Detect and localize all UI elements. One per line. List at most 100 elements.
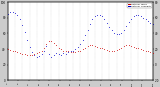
- Point: [152, 52, 154, 54]
- Point: [149, 22, 152, 23]
- Point: [130, 18, 132, 19]
- Point: [84, 34, 86, 36]
- Point: [7, 48, 9, 50]
- Point: [135, 15, 137, 16]
- Point: [11, 11, 14, 12]
- Point: [14, 12, 16, 14]
- Point: [96, 14, 99, 15]
- Legend: Outdoor Temp, Outdoor Humidity: Outdoor Temp, Outdoor Humidity: [127, 3, 152, 8]
- Point: [77, 46, 79, 47]
- Point: [77, 51, 79, 52]
- Point: [125, 25, 128, 26]
- Point: [36, 52, 38, 54]
- Point: [23, 31, 26, 33]
- Point: [81, 48, 84, 50]
- Point: [28, 46, 31, 47]
- Point: [50, 56, 53, 58]
- Point: [55, 44, 57, 46]
- Point: [26, 39, 28, 40]
- Point: [52, 55, 55, 56]
- Point: [9, 12, 12, 13]
- Point: [132, 16, 135, 17]
- Point: [55, 52, 57, 54]
- Point: [81, 39, 84, 40]
- Point: [57, 47, 60, 48]
- Point: [113, 32, 116, 33]
- Point: [125, 44, 128, 46]
- Point: [89, 44, 91, 46]
- Point: [89, 23, 91, 25]
- Point: [137, 48, 140, 49]
- Point: [118, 34, 120, 35]
- Point: [26, 54, 28, 55]
- Point: [108, 50, 111, 51]
- Point: [48, 41, 50, 42]
- Point: [86, 45, 89, 47]
- Point: [57, 53, 60, 54]
- Point: [152, 23, 154, 25]
- Point: [14, 51, 16, 52]
- Point: [38, 55, 40, 57]
- Point: [108, 27, 111, 28]
- Point: [16, 52, 19, 53]
- Point: [101, 48, 103, 49]
- Point: [60, 48, 62, 50]
- Point: [132, 46, 135, 47]
- Point: [69, 51, 72, 52]
- Point: [144, 19, 147, 20]
- Point: [23, 53, 26, 54]
- Point: [96, 46, 99, 47]
- Point: [28, 54, 31, 55]
- Point: [127, 21, 130, 22]
- Point: [79, 50, 82, 51]
- Point: [120, 47, 123, 48]
- Point: [33, 53, 36, 54]
- Point: [103, 19, 106, 20]
- Point: [123, 29, 125, 30]
- Point: [48, 53, 50, 54]
- Point: [110, 30, 113, 31]
- Point: [123, 45, 125, 47]
- Point: [91, 44, 94, 46]
- Point: [98, 47, 101, 48]
- Point: [62, 50, 65, 51]
- Point: [98, 14, 101, 15]
- Point: [127, 44, 130, 46]
- Point: [21, 53, 24, 54]
- Point: [40, 50, 43, 51]
- Point: [115, 34, 118, 35]
- Point: [67, 51, 69, 52]
- Point: [144, 50, 147, 51]
- Point: [140, 16, 142, 17]
- Point: [69, 52, 72, 53]
- Point: [72, 50, 74, 51]
- Point: [64, 53, 67, 54]
- Point: [130, 45, 132, 47]
- Point: [45, 45, 48, 47]
- Point: [43, 50, 45, 51]
- Point: [140, 48, 142, 50]
- Point: [21, 24, 24, 26]
- Point: [115, 49, 118, 51]
- Point: [84, 47, 86, 48]
- Point: [9, 49, 12, 51]
- Point: [72, 52, 74, 53]
- Point: [91, 19, 94, 20]
- Point: [11, 50, 14, 51]
- Point: [60, 54, 62, 55]
- Point: [110, 50, 113, 51]
- Point: [50, 41, 53, 42]
- Point: [113, 50, 116, 51]
- Point: [67, 52, 69, 53]
- Point: [106, 23, 108, 24]
- Point: [19, 19, 21, 20]
- Point: [33, 55, 36, 56]
- Point: [31, 54, 33, 55]
- Point: [31, 52, 33, 53]
- Point: [62, 52, 65, 54]
- Point: [149, 52, 152, 53]
- Point: [74, 48, 77, 50]
- Point: [106, 49, 108, 51]
- Point: [137, 15, 140, 16]
- Point: [38, 52, 40, 53]
